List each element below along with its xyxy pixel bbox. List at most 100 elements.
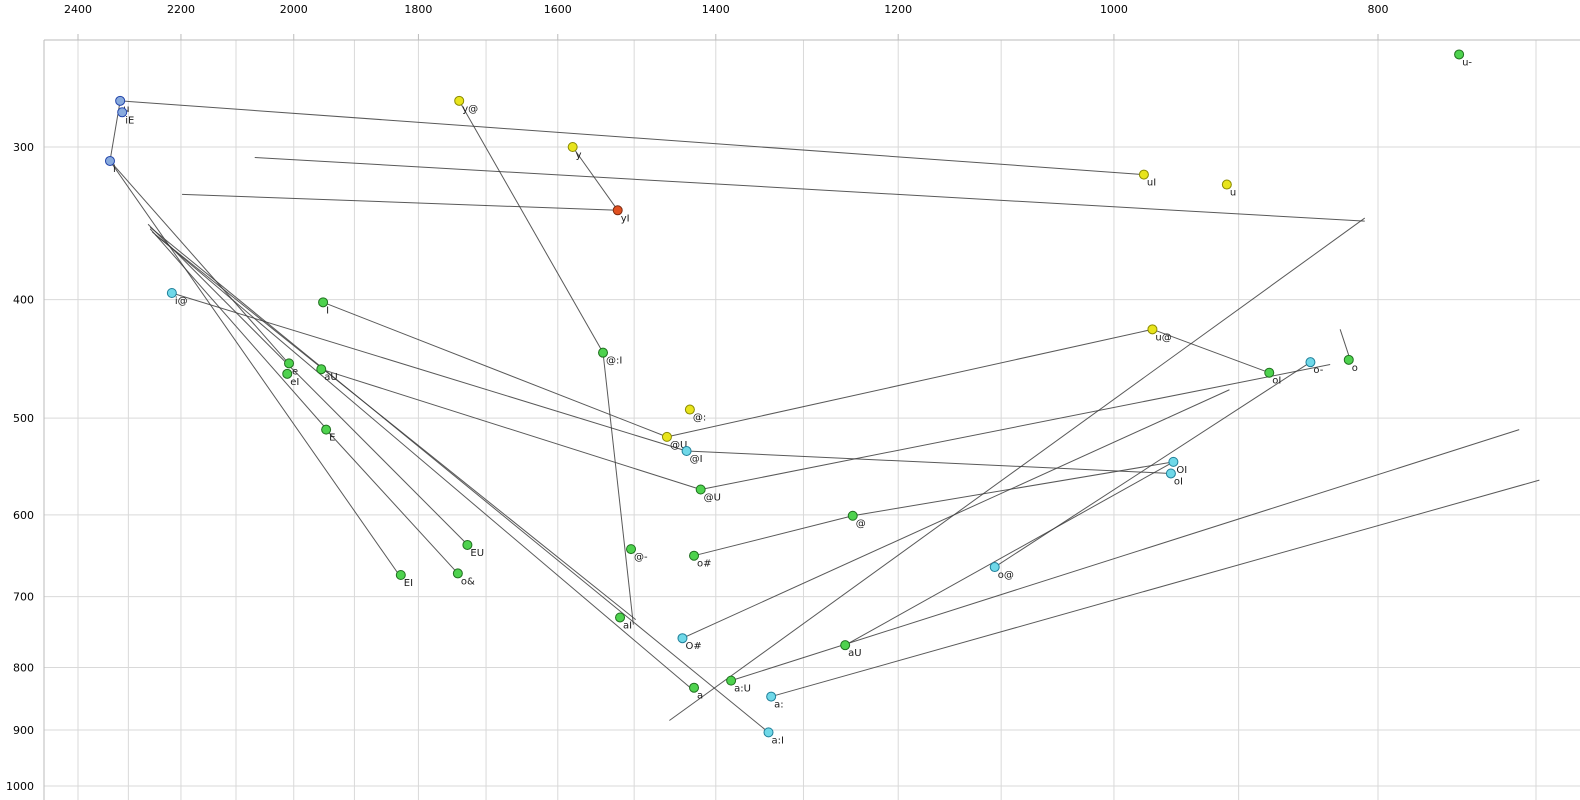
x-tick-label: 1800 xyxy=(404,3,432,16)
data-point[interactable] xyxy=(1264,367,1275,378)
data-point[interactable] xyxy=(166,287,177,298)
data-point[interactable] xyxy=(615,612,626,623)
point-label: @I xyxy=(690,454,703,465)
data-point[interactable] xyxy=(840,640,851,651)
point-label: EI xyxy=(404,578,413,589)
data-point[interactable] xyxy=(115,95,126,106)
data-point[interactable] xyxy=(726,675,737,686)
point-label: oI xyxy=(1174,476,1183,487)
trajectory-line xyxy=(730,429,1520,682)
point-label: aU xyxy=(848,648,861,659)
point-label: @U xyxy=(670,440,687,451)
trajectory-line xyxy=(155,234,637,621)
point-label: o# xyxy=(697,559,712,570)
point-label: @ xyxy=(856,519,866,530)
point-label: o@ xyxy=(998,570,1014,581)
data-point[interactable] xyxy=(689,682,700,693)
data-point[interactable] xyxy=(452,568,463,579)
point-label: OI xyxy=(1176,465,1187,476)
point-label: a:U xyxy=(734,684,751,695)
data-point[interactable] xyxy=(454,95,465,106)
trajectory-line xyxy=(1152,328,1270,374)
trajectory-line xyxy=(771,479,1540,698)
point-label: uI xyxy=(1147,178,1156,189)
point-label: o xyxy=(1352,363,1358,374)
data-point[interactable] xyxy=(1147,324,1158,335)
y-tick-label: 900 xyxy=(13,724,34,737)
trajectory-line xyxy=(254,157,1365,222)
x-tick-label: 1000 xyxy=(1100,3,1128,16)
data-point[interactable] xyxy=(681,446,692,457)
data-point[interactable] xyxy=(689,550,700,561)
x-tick-label: 1600 xyxy=(544,3,572,16)
data-point[interactable] xyxy=(763,727,774,738)
trajectory-line xyxy=(693,515,853,557)
data-point[interactable] xyxy=(1221,179,1232,190)
point-label: O# xyxy=(685,641,701,652)
data-point[interactable] xyxy=(395,569,406,580)
data-point[interactable] xyxy=(695,484,706,495)
data-point[interactable] xyxy=(567,142,578,152)
data-point[interactable] xyxy=(462,539,473,550)
data-point[interactable] xyxy=(598,347,609,358)
point-label: @- xyxy=(634,552,648,563)
data-point[interactable] xyxy=(626,544,637,555)
data-point[interactable] xyxy=(104,155,115,166)
point-label: aU xyxy=(324,372,337,383)
trajectory-line xyxy=(149,226,769,733)
data-point[interactable] xyxy=(1138,169,1149,180)
data-point[interactable] xyxy=(766,691,777,702)
point-label: i xyxy=(113,164,116,175)
x-tick-label: 2000 xyxy=(280,3,308,16)
point-label: eI xyxy=(290,377,299,388)
point-label: @U xyxy=(704,492,721,503)
data-point[interactable] xyxy=(989,562,1000,573)
point-label: EU xyxy=(470,548,484,559)
trajectory-line xyxy=(458,100,604,353)
trajectory-line xyxy=(171,292,687,452)
y-tick-label: 300 xyxy=(13,141,34,154)
data-point[interactable] xyxy=(684,404,695,415)
data-point[interactable] xyxy=(661,431,672,442)
trajectory-line xyxy=(182,193,618,211)
y-tick-label: 700 xyxy=(13,591,34,604)
trajectory-line xyxy=(321,368,701,490)
trajectory-line xyxy=(572,146,619,211)
data-point[interactable] xyxy=(321,424,332,435)
trajectory-line xyxy=(322,301,668,438)
data-point[interactable] xyxy=(677,633,688,644)
point-label: u@ xyxy=(1155,332,1171,343)
point-label: o- xyxy=(1313,365,1323,376)
point-label: yI xyxy=(621,213,630,224)
data-point[interactable] xyxy=(847,510,858,521)
data-point[interactable] xyxy=(1305,357,1316,368)
data-point[interactable] xyxy=(1454,49,1465,60)
data-point[interactable] xyxy=(318,297,329,308)
y-tick-label: 500 xyxy=(13,412,34,425)
trajectory-line xyxy=(147,223,470,547)
data-point[interactable] xyxy=(1165,468,1176,479)
trajectory-line xyxy=(700,364,1331,490)
data-point[interactable] xyxy=(1168,456,1179,467)
trajectory-line xyxy=(149,228,331,434)
point-label: u xyxy=(123,104,129,115)
y-tick-label: 1000 xyxy=(6,780,34,793)
data-point[interactable] xyxy=(612,205,623,216)
point-label: u xyxy=(1230,188,1236,199)
x-tick-label: 800 xyxy=(1367,3,1388,16)
data-point[interactable] xyxy=(117,107,128,118)
data-point[interactable] xyxy=(316,364,327,375)
point-label: u- xyxy=(1462,57,1472,68)
point-label: I xyxy=(326,305,329,316)
data-point[interactable] xyxy=(284,358,295,369)
data-point[interactable] xyxy=(282,368,293,379)
x-tick-label: 2200 xyxy=(167,3,195,16)
trajectory-line xyxy=(686,450,1171,474)
point-label: a xyxy=(697,691,703,702)
trajectory-line xyxy=(844,461,1174,646)
trajectory-line xyxy=(994,361,1311,568)
data-point[interactable] xyxy=(1343,354,1354,365)
trajectory-line xyxy=(852,461,1174,517)
